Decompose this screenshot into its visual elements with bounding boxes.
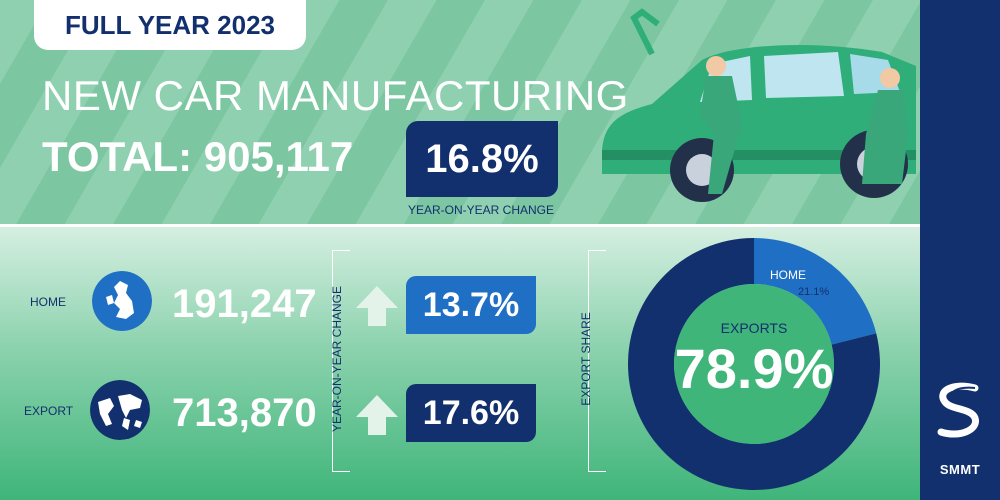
home-slice-label: HOME xyxy=(770,268,806,282)
donut-slice-exports xyxy=(628,238,880,490)
smmt-logo-icon xyxy=(937,382,979,438)
donut-slice-home xyxy=(754,238,877,345)
export-units: 713,870 xyxy=(172,391,317,435)
donut-hole xyxy=(674,284,834,444)
export-label: EXPORT xyxy=(24,404,74,418)
brand-name: SMMT xyxy=(939,462,981,477)
home-change-box: 13.7% xyxy=(406,276,536,334)
car-mechanics-illustration xyxy=(602,8,916,202)
home-units: 191,247 xyxy=(172,282,317,326)
total-change-caption: YEAR-ON-YEAR CHANGE xyxy=(408,203,555,217)
yoy-vertical-caption: YEAR-ON-YEAR CHANGE xyxy=(330,285,344,433)
share-bracket xyxy=(588,250,606,472)
donut-center-label: EXPORTS xyxy=(720,320,788,336)
section-divider xyxy=(0,224,920,227)
home-slice-value: 21.1% xyxy=(798,286,830,298)
home-label: HOME xyxy=(30,295,66,309)
period-badge: FULL YEAR 2023 xyxy=(34,0,306,50)
world-map-icon xyxy=(90,380,150,440)
total-production: TOTAL: 905,117 xyxy=(42,133,354,180)
arrow-up-icon xyxy=(356,286,398,326)
arrow-up-icon xyxy=(356,395,398,435)
uk-map-icon xyxy=(92,271,152,331)
brand-sidebar xyxy=(920,0,1000,500)
share-vertical-caption: EXPORT SHARE xyxy=(579,312,593,406)
yoy-bracket xyxy=(332,250,350,472)
export-change-box: 17.6% xyxy=(406,384,536,442)
page-title: NEW CAR MANUFACTURING xyxy=(42,72,629,119)
total-change-box: 16.8% xyxy=(406,121,558,197)
donut-center-value: 78.9% xyxy=(674,337,834,400)
export-share-donut xyxy=(628,238,880,490)
